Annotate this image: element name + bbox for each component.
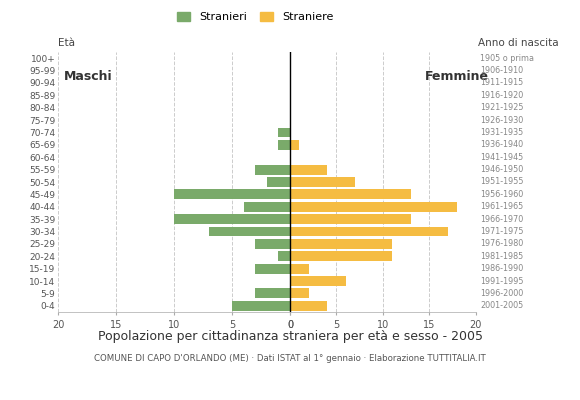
Bar (290, 190, 411, 199)
Text: 1941-1945: 1941-1945 (480, 153, 524, 162)
Bar (209, 226, 290, 236)
Text: 1946-1950: 1946-1950 (480, 165, 524, 174)
Text: Età: Età (58, 38, 75, 48)
Bar (174, 214, 290, 224)
Text: 1996-2000: 1996-2000 (480, 289, 524, 298)
Bar (290, 214, 411, 224)
Text: 1926-1930: 1926-1930 (480, 116, 524, 124)
Bar (174, 190, 290, 199)
Bar (255, 239, 290, 249)
Text: Femmine: Femmine (425, 70, 488, 83)
Bar (278, 128, 290, 138)
Text: 1956-1960: 1956-1960 (480, 190, 524, 199)
Bar (290, 177, 355, 187)
Bar (244, 202, 290, 212)
Bar (278, 251, 290, 261)
Text: 1921-1925: 1921-1925 (480, 103, 524, 112)
Bar (290, 226, 448, 236)
Text: 1931-1935: 1931-1935 (480, 128, 524, 137)
Bar (255, 264, 290, 274)
Text: 1971-1975: 1971-1975 (480, 227, 524, 236)
Text: 1966-1970: 1966-1970 (480, 215, 524, 224)
Text: 2001-2005: 2001-2005 (480, 301, 524, 310)
Legend: Stranieri, Straniere: Stranieri, Straniere (172, 8, 338, 27)
Bar (255, 288, 290, 298)
Text: COMUNE DI CAPO D'ORLANDO (ME) · Dati ISTAT al 1° gennaio · Elaborazione TUTTITAL: COMUNE DI CAPO D'ORLANDO (ME) · Dati IST… (94, 354, 486, 363)
Text: 1961-1965: 1961-1965 (480, 202, 524, 211)
Text: 1905 o prima: 1905 o prima (480, 54, 535, 63)
Bar (290, 276, 346, 286)
Bar (232, 301, 290, 311)
Bar (290, 239, 392, 249)
Text: 1911-1915: 1911-1915 (480, 78, 524, 88)
Text: 1986-1990: 1986-1990 (480, 264, 524, 273)
Text: Popolazione per cittadinanza straniera per età e sesso - 2005: Popolazione per cittadinanza straniera p… (97, 330, 483, 343)
Text: 1906-1910: 1906-1910 (480, 66, 524, 75)
Text: 1951-1955: 1951-1955 (480, 178, 524, 186)
Text: Maschi: Maschi (64, 70, 113, 83)
Bar (278, 140, 290, 150)
Bar (290, 165, 327, 174)
Bar (267, 177, 290, 187)
Text: 1916-1920: 1916-1920 (480, 91, 524, 100)
Text: 1991-1995: 1991-1995 (480, 276, 524, 286)
Bar (290, 288, 309, 298)
Bar (290, 301, 327, 311)
Bar (255, 165, 290, 174)
Bar (290, 202, 457, 212)
Text: Anno di nascita: Anno di nascita (478, 38, 559, 48)
Text: 1981-1985: 1981-1985 (480, 252, 524, 261)
Text: 1936-1940: 1936-1940 (480, 140, 524, 149)
Bar (290, 140, 299, 150)
Text: 1976-1980: 1976-1980 (480, 240, 524, 248)
Bar (290, 251, 392, 261)
Bar (290, 264, 309, 274)
